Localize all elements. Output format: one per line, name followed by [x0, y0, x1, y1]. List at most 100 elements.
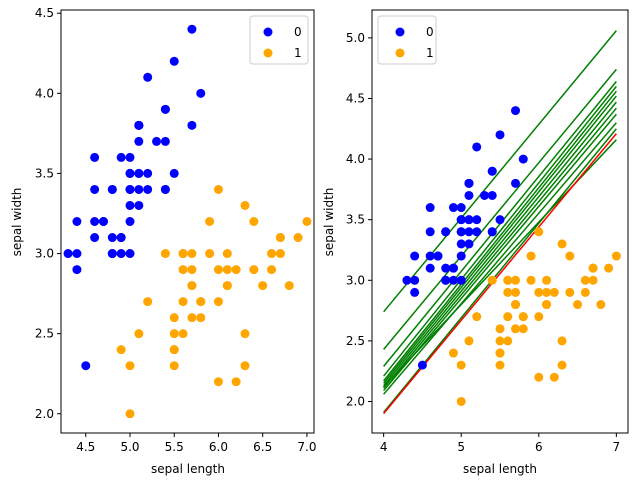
left-point-class1-26: [284, 281, 294, 291]
left-point-class1-31: [169, 345, 179, 355]
left-point-class1-20: [205, 217, 215, 226]
left-point-class1-25: [267, 249, 277, 259]
left-point-class0-8: [72, 265, 82, 275]
left-point-class1-4: [258, 281, 268, 291]
left-legend-label-1: 1: [294, 46, 302, 60]
right-point-class1-23: [542, 300, 552, 310]
right-fit-line-3: [383, 85, 617, 377]
right-y-ticks: 2.0 2.5 3.0 3.5 4.0 4.5 5.0: [346, 31, 372, 408]
right-y-tick-label-1: 2.5: [346, 334, 365, 348]
right-point-class0-14: [518, 154, 528, 164]
left-point-class1-38: [178, 249, 188, 259]
left-x-tick-label-4: 6.5: [253, 440, 272, 454]
right-point-class1-37: [557, 360, 567, 370]
right-point-class0-25: [456, 275, 466, 285]
left-point-class0-27: [143, 168, 153, 178]
left-point-class1-2: [293, 233, 303, 243]
right-point-class0-29: [433, 251, 443, 261]
right-point-class1-41: [542, 275, 552, 285]
left-x-tick-label-5: 7.0: [297, 440, 316, 454]
right-y-tick-label-5: 4.5: [346, 91, 365, 105]
left-point-class1-49: [187, 281, 197, 291]
right-point-class1-24: [565, 287, 575, 297]
right-point-class0-45: [441, 275, 451, 285]
right-point-class1-29: [511, 324, 521, 334]
left-point-class1-10: [125, 409, 135, 419]
left-point-class1-0: [302, 217, 312, 226]
right-point-class0-42: [410, 251, 420, 261]
left-point-class0-29: [98, 217, 108, 226]
right-point-class1-10: [456, 396, 466, 406]
left-point-class1-44: [178, 297, 188, 307]
left-point-class0-37: [116, 152, 126, 162]
left-point-class1-33: [213, 297, 223, 307]
right-y-tick-label-4: 4.0: [346, 152, 365, 166]
left-point-class1-12: [213, 377, 223, 387]
right-point-class0-10: [487, 190, 497, 200]
right-point-class0-17: [464, 215, 474, 225]
right-point-class1-34: [487, 275, 497, 285]
left-point-class1-3: [169, 361, 179, 371]
right-point-class1-32: [518, 312, 528, 322]
right-point-class0-34: [448, 263, 458, 273]
right-point-class0-21: [464, 190, 474, 200]
right-point-class1-45: [511, 275, 521, 285]
right-point-class1-49: [511, 300, 521, 310]
right-x-ticks: 4 5 6 7: [380, 433, 620, 454]
left-point-class1-35: [213, 184, 223, 194]
right-fit-line-6: [383, 101, 617, 387]
left-point-class1-39: [169, 329, 179, 339]
right-point-class0-33: [495, 130, 505, 140]
left-point-class0-15: [187, 24, 197, 34]
left-point-class0-4: [125, 152, 135, 162]
left-chart: 4.5 5.0 5.5 6.0 6.5 7.0 2.0 2.5 3.0 3.5 4.0 4.5 se…: [10, 6, 316, 476]
left-point-class1-9: [143, 297, 153, 307]
right-legend-box: [377, 15, 437, 65]
right-fit-line-7: [383, 107, 617, 389]
right-legend-marker-1: [395, 48, 405, 58]
left-point-class1-14: [178, 265, 188, 275]
left-plot-frame: [60, 9, 315, 434]
right-legend-label-0: 0: [426, 25, 434, 39]
left-point-class0-43: [125, 168, 135, 178]
right-point-class1-31: [495, 348, 505, 358]
left-point-class0-38: [72, 249, 82, 259]
right-point-class1-12: [534, 372, 544, 382]
right-point-class0-37: [448, 203, 458, 213]
left-point-class0-23: [134, 200, 144, 210]
left-point-class1-46: [187, 265, 197, 275]
right-point-class1-11: [526, 275, 536, 285]
left-x-tick-label-2: 5.5: [165, 440, 184, 454]
left-point-class0-32: [143, 72, 153, 82]
right-point-class1-35: [534, 227, 544, 237]
left-point-class0-18: [187, 120, 197, 130]
left-x-axis-label: sepal length: [151, 462, 225, 476]
right-x-tick-label-1: 5: [457, 440, 465, 454]
left-x-ticks: 4.5 5.0 5.5 6.0 6.5 7.0: [76, 433, 316, 454]
left-point-class0-6: [90, 184, 100, 194]
right-point-class0-4: [456, 203, 466, 213]
right-plot-points: [402, 106, 621, 406]
right-point-class1-39: [495, 336, 505, 346]
left-point-class1-19: [178, 329, 188, 339]
left-point-class1-24: [249, 265, 259, 275]
right-fit-line-1: [383, 68, 617, 350]
right-point-class0-36: [495, 215, 505, 225]
left-point-class0-14: [196, 88, 206, 98]
right-point-class0-26: [456, 227, 466, 237]
right-point-class0-1: [448, 275, 458, 285]
left-point-class0-28: [143, 184, 153, 194]
left-point-class0-3: [90, 233, 100, 243]
right-point-class1-14: [503, 287, 513, 297]
right-point-class1-36: [588, 263, 598, 273]
right-point-class1-8: [580, 287, 590, 297]
right-y-tick-label-0: 2.0: [346, 394, 365, 408]
left-y-ticks: 2.0 2.5 3.0 3.5 4.0 4.5: [35, 6, 61, 421]
right-point-class1-1: [565, 251, 575, 261]
left-point-class0-25: [125, 249, 135, 259]
left-point-class1-27: [275, 249, 285, 259]
left-point-class0-16: [160, 104, 170, 114]
right-point-class0-15: [511, 106, 521, 116]
right-point-class0-48: [479, 190, 489, 200]
left-point-class0-22: [90, 152, 100, 162]
